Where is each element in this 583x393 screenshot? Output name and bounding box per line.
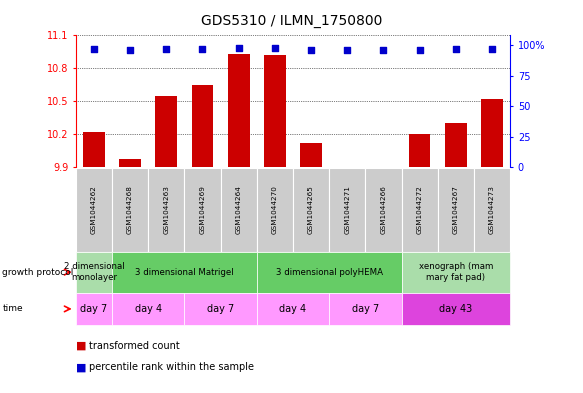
Text: GSM1044271: GSM1044271 — [344, 185, 350, 234]
Text: GSM1044263: GSM1044263 — [163, 185, 169, 234]
Point — [451, 46, 461, 52]
Point — [307, 47, 316, 53]
Bar — [156, 96, 177, 167]
Text: day 43: day 43 — [439, 304, 472, 314]
Text: GDS5310 / ILMN_1750800: GDS5310 / ILMN_1750800 — [201, 14, 382, 28]
Text: time: time — [2, 305, 23, 313]
Text: xenograph (mam
mary fat pad): xenograph (mam mary fat pad) — [419, 263, 493, 282]
Text: transformed count: transformed count — [89, 341, 180, 351]
Text: day 4: day 4 — [135, 304, 161, 314]
Point — [343, 47, 352, 53]
Bar — [264, 55, 286, 167]
Bar — [192, 85, 213, 167]
Text: 3 dimensional Matrigel: 3 dimensional Matrigel — [135, 268, 234, 277]
Text: day 7: day 7 — [207, 304, 234, 314]
Point — [234, 44, 243, 51]
Text: GSM1044273: GSM1044273 — [489, 185, 495, 234]
Point — [125, 47, 135, 53]
Text: growth protocol: growth protocol — [2, 268, 73, 277]
Text: GSM1044266: GSM1044266 — [381, 185, 387, 234]
Text: day 4: day 4 — [279, 304, 307, 314]
Text: percentile rank within the sample: percentile rank within the sample — [89, 362, 254, 372]
Bar — [481, 99, 503, 167]
Text: ■: ■ — [76, 362, 86, 372]
Text: 3 dimensional polyHEMA: 3 dimensional polyHEMA — [276, 268, 382, 277]
Bar — [228, 54, 250, 167]
Text: GSM1044269: GSM1044269 — [199, 185, 205, 234]
Text: 2 dimensional
monolayer: 2 dimensional monolayer — [64, 263, 124, 282]
Text: day 7: day 7 — [352, 304, 379, 314]
Point — [198, 46, 207, 52]
Point — [89, 46, 99, 52]
Text: GSM1044268: GSM1044268 — [127, 185, 133, 234]
Text: GSM1044267: GSM1044267 — [453, 185, 459, 234]
Text: GSM1044264: GSM1044264 — [236, 185, 242, 234]
Text: ■: ■ — [76, 341, 86, 351]
Bar — [119, 159, 141, 167]
Point — [270, 44, 279, 51]
Point — [161, 46, 171, 52]
Text: GSM1044270: GSM1044270 — [272, 185, 278, 234]
Bar — [445, 123, 466, 167]
Text: day 7: day 7 — [80, 304, 107, 314]
Text: GSM1044272: GSM1044272 — [417, 185, 423, 234]
Point — [487, 46, 497, 52]
Bar — [300, 143, 322, 167]
Bar — [409, 134, 430, 167]
Bar — [83, 132, 105, 167]
Text: GSM1044265: GSM1044265 — [308, 185, 314, 234]
Point — [415, 47, 424, 53]
Point — [379, 47, 388, 53]
Text: GSM1044262: GSM1044262 — [91, 185, 97, 234]
